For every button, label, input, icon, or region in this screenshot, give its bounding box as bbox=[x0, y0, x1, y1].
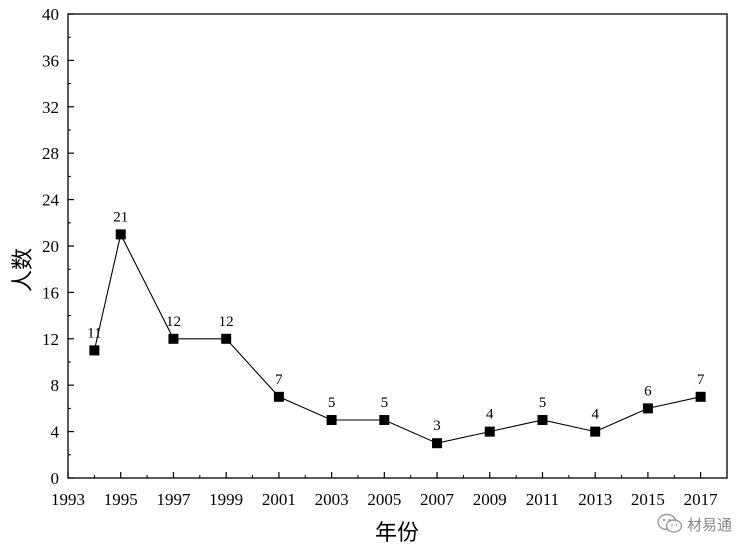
wechat-icon bbox=[657, 513, 683, 533]
x-tick-label: 2009 bbox=[473, 490, 507, 509]
data-label: 3 bbox=[433, 418, 441, 434]
x-tick-label: 2011 bbox=[526, 490, 559, 509]
y-tick-label: 20 bbox=[42, 237, 59, 256]
x-tick-label: 1995 bbox=[104, 490, 138, 509]
data-label: 5 bbox=[328, 395, 336, 411]
plot-area: 11 21 12 12 7 5 5 3 4 5 4 6 7 bbox=[87, 209, 706, 449]
data-point bbox=[273, 391, 284, 402]
series-line bbox=[93, 232, 701, 444]
y-tick-label: 0 bbox=[51, 469, 60, 488]
watermark: 材易通 bbox=[657, 513, 732, 535]
y-tick-label: 24 bbox=[42, 191, 60, 210]
data-label: 11 bbox=[87, 325, 101, 341]
x-tick-label: 2005 bbox=[367, 490, 401, 509]
y-tick-label: 8 bbox=[51, 376, 60, 395]
data-point bbox=[115, 229, 126, 240]
data-point bbox=[590, 426, 601, 437]
data-point bbox=[379, 415, 390, 425]
data-label: 4 bbox=[486, 407, 494, 423]
y-tick-label: 40 bbox=[42, 5, 59, 24]
data-point bbox=[642, 403, 653, 414]
data-point bbox=[221, 333, 232, 344]
data-point bbox=[432, 438, 443, 449]
watermark-text: 材易通 bbox=[686, 515, 732, 534]
data-label: 5 bbox=[381, 395, 389, 411]
x-tick-label: 2007 bbox=[420, 490, 455, 509]
y-tick-label: 28 bbox=[42, 144, 59, 163]
data-label: 12 bbox=[219, 314, 234, 330]
y-tick-label: 16 bbox=[42, 283, 59, 302]
data-label: 4 bbox=[591, 407, 599, 423]
x-tick-label: 2001 bbox=[262, 490, 296, 509]
x-tick-label: 2015 bbox=[631, 490, 665, 509]
data-label: 7 bbox=[697, 372, 705, 388]
data-label: 21 bbox=[113, 209, 128, 225]
x-axis-title: 年份 bbox=[375, 521, 419, 546]
data-label: 12 bbox=[166, 314, 181, 330]
data-point bbox=[168, 333, 179, 344]
y-tick-label: 12 bbox=[42, 330, 59, 349]
plot-frame bbox=[67, 13, 728, 479]
x-tick-label: 1997 bbox=[156, 490, 191, 509]
y-tick-label: 4 bbox=[51, 423, 60, 442]
x-tick-label: 2017 bbox=[684, 490, 719, 509]
x-tick-label: 1999 bbox=[209, 490, 243, 509]
x-tick-label: 1993 bbox=[51, 490, 85, 509]
data-point bbox=[89, 345, 100, 356]
data-label: 7 bbox=[275, 372, 283, 388]
x-tick-label: 2003 bbox=[315, 490, 349, 509]
data-label: 6 bbox=[644, 383, 652, 399]
data-label: 5 bbox=[539, 395, 547, 411]
y-axis-title: 人数 bbox=[11, 248, 36, 292]
data-point bbox=[326, 415, 337, 425]
y-tick-label: 36 bbox=[42, 51, 59, 70]
x-tick-label: 2013 bbox=[578, 490, 612, 509]
data-point bbox=[695, 391, 706, 402]
data-point bbox=[484, 426, 495, 437]
data-point bbox=[537, 415, 548, 425]
y-tick-label: 32 bbox=[42, 98, 59, 117]
